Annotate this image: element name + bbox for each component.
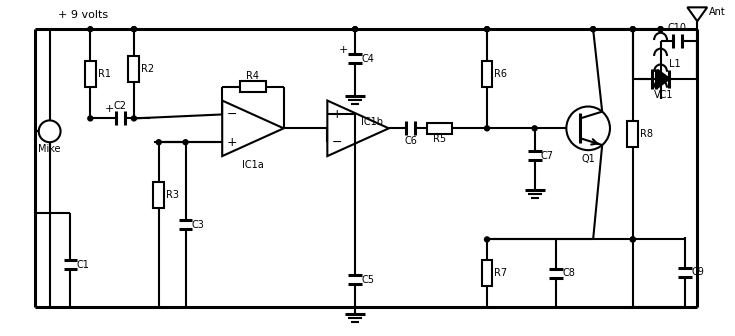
Circle shape xyxy=(87,27,93,32)
Circle shape xyxy=(484,126,490,131)
Text: C1: C1 xyxy=(77,260,90,270)
Text: R3: R3 xyxy=(166,190,179,200)
Text: R2: R2 xyxy=(141,64,154,74)
Circle shape xyxy=(591,27,595,32)
Circle shape xyxy=(87,116,93,121)
Circle shape xyxy=(353,27,358,32)
Text: +: + xyxy=(227,136,237,149)
Circle shape xyxy=(39,120,60,142)
Bar xyxy=(85,61,96,87)
Bar xyxy=(426,123,452,134)
Text: C4: C4 xyxy=(362,54,374,64)
Text: C10: C10 xyxy=(668,23,687,33)
Polygon shape xyxy=(687,7,707,21)
Text: + 9 volts: + 9 volts xyxy=(57,10,108,20)
Circle shape xyxy=(484,237,490,242)
Bar xyxy=(240,81,266,92)
Text: +: + xyxy=(105,104,115,115)
Bar xyxy=(481,260,492,286)
Polygon shape xyxy=(658,70,670,88)
Text: C5: C5 xyxy=(362,275,375,285)
Circle shape xyxy=(658,27,663,32)
Text: C6: C6 xyxy=(404,136,417,146)
Text: Ant: Ant xyxy=(709,7,725,17)
Bar xyxy=(628,121,638,147)
Circle shape xyxy=(484,27,490,32)
Text: IC1b: IC1b xyxy=(361,117,383,127)
Text: C9: C9 xyxy=(692,267,705,277)
Circle shape xyxy=(658,76,663,81)
Bar xyxy=(481,61,492,87)
Circle shape xyxy=(567,107,610,150)
Polygon shape xyxy=(222,100,284,156)
Bar xyxy=(154,182,164,208)
Circle shape xyxy=(353,27,358,32)
Text: VC1: VC1 xyxy=(653,90,673,99)
Text: IC1a: IC1a xyxy=(242,160,264,170)
Text: R4: R4 xyxy=(246,71,259,81)
Text: C3: C3 xyxy=(192,219,205,229)
Circle shape xyxy=(631,27,635,32)
Circle shape xyxy=(132,27,137,32)
Text: R8: R8 xyxy=(640,129,653,139)
Text: R1: R1 xyxy=(98,69,111,79)
Text: R6: R6 xyxy=(495,69,507,79)
Circle shape xyxy=(631,237,635,242)
Circle shape xyxy=(484,27,490,32)
Circle shape xyxy=(532,126,537,131)
Text: +: + xyxy=(339,45,348,55)
Circle shape xyxy=(631,237,635,242)
Circle shape xyxy=(591,27,595,32)
Text: +: + xyxy=(332,108,343,121)
Circle shape xyxy=(132,116,137,121)
Text: R5: R5 xyxy=(433,134,446,144)
Text: −: − xyxy=(332,136,343,149)
Circle shape xyxy=(157,140,161,145)
Bar xyxy=(129,56,140,82)
Circle shape xyxy=(183,140,188,145)
Text: L1: L1 xyxy=(669,59,681,69)
Text: Mike: Mike xyxy=(38,144,61,154)
Text: C2: C2 xyxy=(114,100,126,111)
Text: R7: R7 xyxy=(495,268,507,278)
Text: −: − xyxy=(227,108,237,121)
Text: C7: C7 xyxy=(541,151,554,161)
Circle shape xyxy=(631,27,635,32)
Text: Q1: Q1 xyxy=(581,154,595,164)
Text: C8: C8 xyxy=(563,268,576,278)
Circle shape xyxy=(658,27,663,32)
Polygon shape xyxy=(327,100,389,156)
Circle shape xyxy=(132,27,137,32)
